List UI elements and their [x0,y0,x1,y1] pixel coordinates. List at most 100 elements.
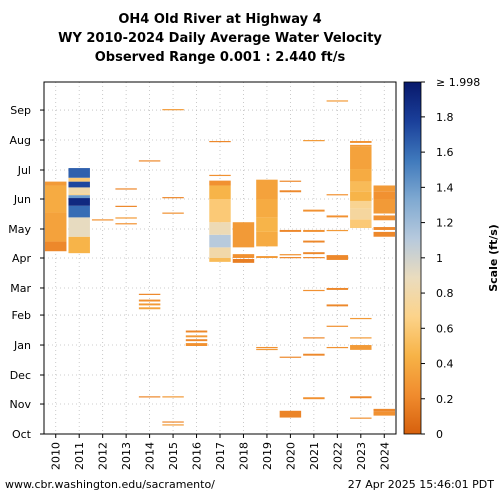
colorbar-tick-label: 1.6 [436,146,454,159]
heat-cell-2023 [350,140,372,143]
x-tick-label: 2014 [144,442,157,470]
heat-cell-2021 [303,353,325,356]
heat-cell-2013 [115,223,137,225]
heat-cell-2019 [256,199,278,218]
heat-cell-2024 [373,408,395,412]
x-axis: 2010 2011 2012 2013 2014 2015 2016 2017 2018 2019… [50,434,391,470]
colorbar-tick-label: 0.8 [436,287,454,300]
colorbar-label: Scale (ft/s) [487,224,500,292]
heat-cell-2021 [303,240,325,243]
heat-cell-2011 [68,217,90,237]
y-tick-label: Feb [12,309,31,322]
colorbar-tick-label: 0 [436,428,443,441]
heat-cell-2021 [303,289,325,292]
x-tick-label: 2023 [355,442,368,470]
heat-cell-2013 [115,188,137,190]
heat-cell-2011 [68,193,90,196]
heat-cell-2021 [303,209,325,212]
x-tick-label: 2017 [214,442,227,470]
heat-cell-2011 [68,205,90,218]
heat-cell-2018 [232,258,255,263]
heat-cell-2015 [162,421,184,423]
footer-timestamp: 27 Apr 2025 15:46:01 PDT [347,478,494,491]
y-tick-label: Nov [10,398,32,411]
heat-cell-2024 [373,231,395,237]
heat-cell-2022 [326,215,349,218]
y-tick-label: Mar [10,282,31,295]
heat-cell-2020 [279,257,302,259]
heat-cell-2013 [115,217,137,219]
y-axis: Oct Nov Dec Jan Feb Mar Apr May Jun Jul Aug Sep [8,104,44,441]
heat-cell-2023 [350,208,372,220]
colorbar-tick-label: 1.4 [436,181,454,194]
heat-cell-2015 [162,396,184,398]
heat-cell-2020 [279,410,302,418]
heat-cell-2014 [138,299,161,302]
heat-cell-2013 [115,205,137,207]
y-tick-label: Oct [12,428,32,441]
heat-cell-2023 [350,181,372,192]
heat-cell-2024 [373,411,395,416]
heat-cell-2017 [209,258,231,262]
heat-cell-2019 [256,231,278,247]
heat-cell-2017 [209,234,231,248]
heat-cell-2019 [256,346,278,349]
heat-cell-2021 [303,397,325,400]
heat-cell-2024 [373,191,395,200]
colorbar-tick-label: 0.6 [436,322,454,335]
chart-title: OH4 Old River at Highway 4 WY 2010-2024 … [0,10,440,67]
x-tick-label: 2019 [261,442,274,470]
heat-cell-2011 [68,195,90,199]
heat-cell-2023 [350,144,372,147]
colorbar: 0 0.2 0.4 0.6 0.8 1 1.2 1.4 1.6 1.8 ≥ 1.998 Scale (… [403,76,500,441]
heat-cell-2021 [303,229,325,232]
colorbar-tick-label: 1 [436,252,443,265]
title-line-3: Observed Range 0.001 : 2.440 ft/s [94,50,346,65]
footer-url[interactable]: www.cbr.washington.edu/sacramento/ [5,478,215,491]
heat-cell-2011 [68,181,90,188]
heat-cell-2017 [209,199,231,223]
title-line-1: OH4 Old River at Highway 4 [118,12,322,27]
x-tick-label: 2013 [120,442,133,470]
colorbar-tick-label: 0.4 [436,358,454,371]
heat-cell-2023 [350,345,372,350]
y-tick-label: May [8,223,31,236]
heat-cell-2021 [303,140,325,142]
heat-cell-2018 [232,222,255,248]
x-tick-label: 2022 [331,442,344,470]
x-tick-label: 2016 [191,442,204,470]
colorbar-tick-label: ≥ 1.998 [436,76,480,89]
heat-cell-2017 [209,247,231,258]
heat-cell-2023 [350,317,372,320]
heat-cell-2017 [209,222,231,235]
heat-cell-2022 [326,304,349,307]
heat-cell-2019 [256,179,278,200]
heat-cell-2022 [326,346,349,349]
x-tick-label: 2020 [284,442,297,470]
y-tick-label: Sep [10,104,31,117]
colorbar-tick-label: 1.8 [436,111,454,124]
heat-cell-2023 [350,396,372,399]
heat-cell-2022 [326,255,349,258]
heat-cell-2022 [326,325,349,327]
heat-cell-2010 [45,212,67,242]
heat-cell-2024 [373,215,395,221]
heat-cell-2015 [162,212,184,214]
band-layer [45,100,395,426]
heat-cell-2010 [45,241,67,252]
colorbar-tick-label: 0.2 [436,393,454,406]
heat-cell-2020 [279,180,302,182]
heat-cell-2022 [326,100,349,102]
heat-cell-2024 [373,199,395,214]
heat-cell-2014 [138,160,161,162]
heat-cell-2016 [185,339,208,342]
y-tick-label: Jan [13,339,31,352]
heat-cell-2015 [162,109,184,111]
x-tick-label: 2024 [378,442,391,470]
heat-cell-2012 [91,219,114,221]
heat-cell-2022 [326,194,349,196]
heat-cell-2017 [209,140,231,143]
heat-cell-2023 [350,200,372,209]
heat-cell-2024 [373,227,395,230]
